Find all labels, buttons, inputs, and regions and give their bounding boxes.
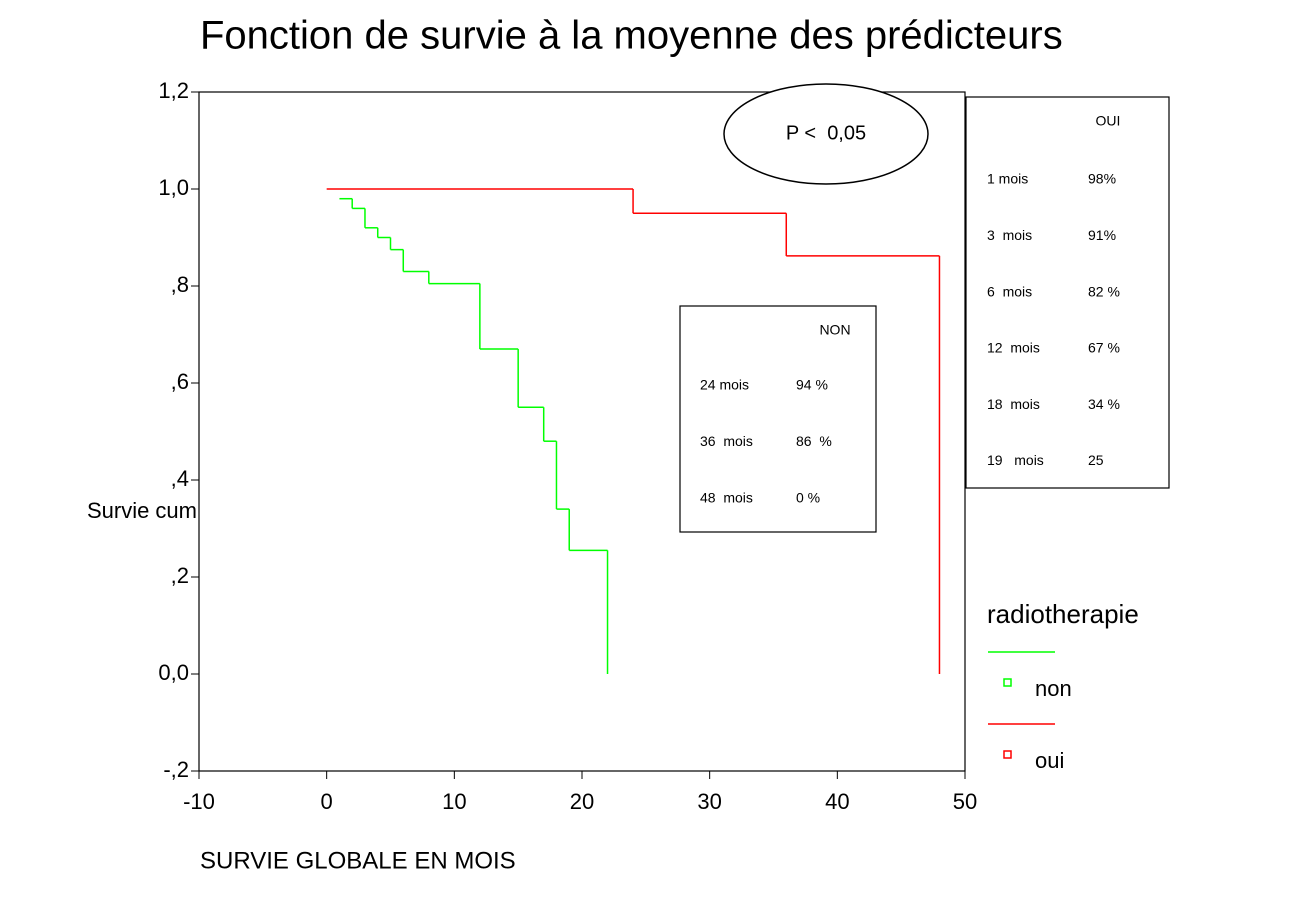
table-cell: 3 mois bbox=[987, 227, 1032, 243]
table-cell: 91% bbox=[1088, 227, 1116, 243]
y-tick-label: 0,0 bbox=[158, 660, 189, 685]
table-header: NON bbox=[819, 322, 850, 338]
p-value: P < 0,05 bbox=[786, 122, 866, 144]
table-header: OUI bbox=[1096, 113, 1121, 129]
table-cell: 18 mois bbox=[987, 396, 1040, 412]
table-cell: 25 bbox=[1088, 452, 1104, 468]
x-axis-label: SURVIE GLOBALE EN MOIS bbox=[200, 847, 516, 874]
x-tick-label: 40 bbox=[825, 789, 849, 814]
legend-marker bbox=[1003, 678, 1012, 687]
legend-title: radiotherapie bbox=[987, 599, 1139, 629]
table-cell: 19 mois bbox=[987, 452, 1044, 468]
y-tick-label: ,4 bbox=[171, 466, 189, 491]
y-tick-label: 1,0 bbox=[158, 175, 189, 200]
table-cell: 0 % bbox=[796, 490, 820, 506]
y-tick-label: 1,2 bbox=[158, 78, 189, 103]
x-tick-label: -10 bbox=[183, 789, 215, 814]
table-cell: 34 % bbox=[1088, 396, 1120, 412]
y-tick-label: ,6 bbox=[171, 369, 189, 394]
chart-title: Fonction de survie à la moyenne des préd… bbox=[200, 14, 1063, 58]
legend-label: non bbox=[1035, 676, 1072, 701]
table-box bbox=[965, 96, 1170, 489]
table-cell: 12 mois bbox=[987, 340, 1040, 356]
table-box bbox=[679, 305, 877, 533]
legend-marker bbox=[1003, 750, 1012, 759]
table-cell: 82 % bbox=[1088, 283, 1120, 299]
legend-label: oui bbox=[1035, 748, 1064, 773]
table-cell: 98% bbox=[1088, 171, 1116, 187]
table-cell: 48 mois bbox=[700, 490, 753, 506]
x-tick-label: 10 bbox=[442, 789, 466, 814]
y-tick-label: ,2 bbox=[171, 563, 189, 588]
x-tick-label: 20 bbox=[570, 789, 594, 814]
table-cell: 36 mois bbox=[700, 433, 753, 449]
y-axis-label: Survie cum bbox=[87, 498, 197, 523]
table-cell: 67 % bbox=[1088, 340, 1120, 356]
table-cell: 1 mois bbox=[987, 171, 1028, 187]
table-cell: 94 % bbox=[796, 377, 828, 393]
y-tick-label: ,8 bbox=[171, 272, 189, 297]
x-tick-label: 50 bbox=[953, 789, 977, 814]
y-tick-label: -,2 bbox=[163, 757, 189, 782]
table-cell: 86 % bbox=[796, 433, 832, 449]
x-tick-label: 0 bbox=[321, 789, 333, 814]
p-value-ellipse bbox=[723, 83, 929, 185]
x-tick-label: 30 bbox=[697, 789, 721, 814]
table-cell: 6 mois bbox=[987, 283, 1032, 299]
table-cell: 24 mois bbox=[700, 377, 749, 393]
